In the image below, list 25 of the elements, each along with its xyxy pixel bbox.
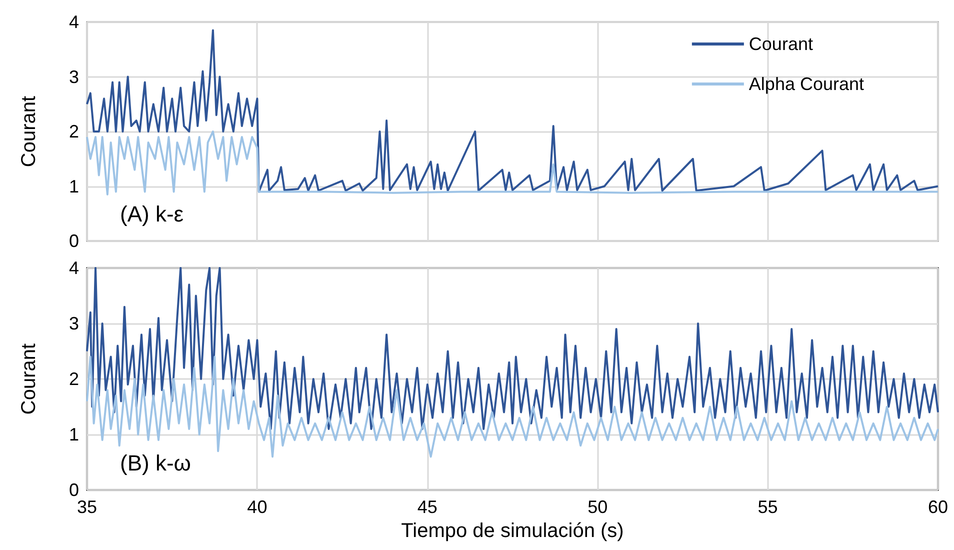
y-tick-label: 4 xyxy=(68,12,79,32)
x-tick-label: 35 xyxy=(76,497,98,517)
line-series xyxy=(86,130,939,196)
x-tick-label: 50 xyxy=(588,497,608,517)
y-tick-label: 0 xyxy=(68,231,79,251)
y-tick-label: 4 xyxy=(68,258,79,278)
y-tick-label: 2 xyxy=(68,122,79,142)
y-tick-label: 3 xyxy=(68,66,79,87)
y-tick-label: 3 xyxy=(68,314,79,334)
legend-label: Alpha Courant xyxy=(748,74,864,94)
annotation: (B) k-ω xyxy=(120,450,191,476)
y-tick-label: 1 xyxy=(68,424,79,444)
x-tick-label: 40 xyxy=(247,497,268,517)
legend-label: Courant xyxy=(748,34,813,54)
y-axis-title: Courant xyxy=(18,342,40,415)
x-axis-title: Tiempo de simulación (s) xyxy=(401,520,624,542)
x-tick-label: 45 xyxy=(417,497,438,517)
x-tick-label: 60 xyxy=(928,497,948,517)
x-tick-label: 55 xyxy=(758,497,778,517)
line-series xyxy=(86,29,939,193)
y-tick-label: 0 xyxy=(68,480,79,500)
y-tick-label: 1 xyxy=(68,176,79,196)
annotation: (A) k-ε xyxy=(120,202,184,226)
y-axis-title: Courant xyxy=(18,95,40,168)
y-tick-label: 2 xyxy=(68,369,79,389)
